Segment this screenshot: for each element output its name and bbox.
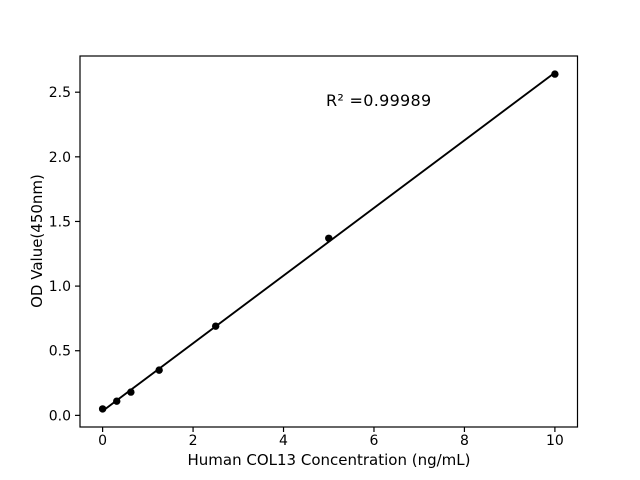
data-point xyxy=(155,366,163,374)
y-tick-label: 2.5 xyxy=(49,85,71,101)
x-axis-label: Human COL13 Concentration (ng/mL) xyxy=(187,451,471,469)
y-tick-label: 1.0 xyxy=(49,279,71,295)
data-point xyxy=(211,322,220,330)
plot-border xyxy=(79,55,579,428)
y-tick-label: 1.5 xyxy=(49,214,71,230)
data-point xyxy=(127,388,135,396)
x-tick-label: 10 xyxy=(546,433,564,449)
x-tick-label: 8 xyxy=(460,433,469,449)
data-point xyxy=(551,70,559,78)
x-tick-label: 0 xyxy=(98,433,107,449)
data-point xyxy=(98,405,107,413)
y-tick-label: 2.0 xyxy=(49,150,71,166)
x-tick-label: 4 xyxy=(279,433,288,449)
y-tick-label: 0.0 xyxy=(49,408,71,424)
x-tick-label: 2 xyxy=(189,433,198,449)
data-point xyxy=(325,234,333,242)
y-axis-label: OD Value(450nm) xyxy=(28,174,46,308)
r-squared-annotation: R² =0.99989 xyxy=(326,91,432,110)
x-tick-label: 6 xyxy=(370,433,379,449)
data-point xyxy=(113,397,121,405)
y-tick-label: 0.5 xyxy=(49,344,71,360)
